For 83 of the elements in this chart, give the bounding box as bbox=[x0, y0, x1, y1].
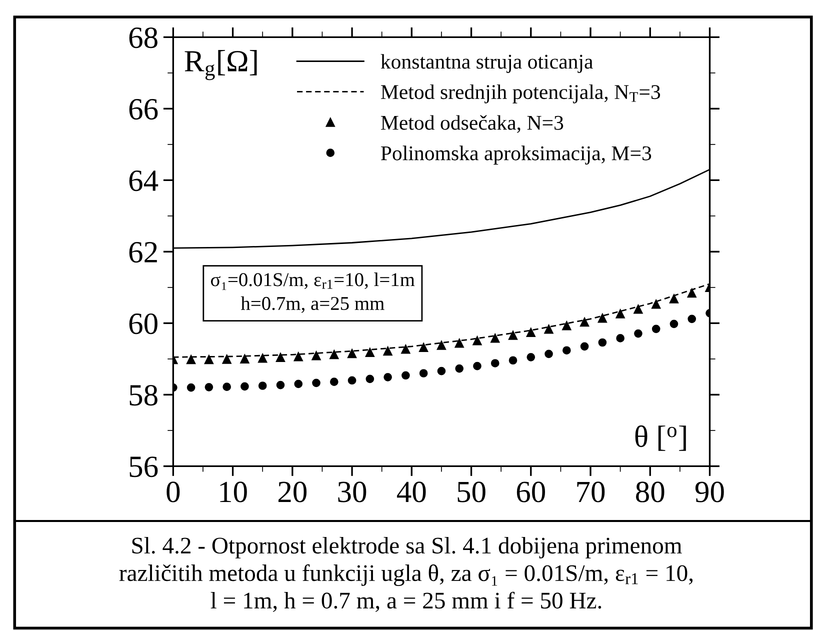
y-tick-label: 56 bbox=[130, 456, 158, 478]
point bbox=[670, 320, 678, 328]
x-axis-title: θ [$^{o}$] bbox=[635, 425, 686, 451]
point bbox=[401, 344, 410, 354]
point bbox=[508, 356, 518, 365]
point bbox=[598, 338, 607, 347]
legend-label: konstantna struja oticanja bbox=[380, 54, 593, 73]
x-tick-label: 50 bbox=[458, 482, 486, 502]
point bbox=[348, 376, 356, 385]
point bbox=[580, 318, 590, 327]
point bbox=[240, 354, 250, 364]
point bbox=[276, 353, 285, 362]
point bbox=[419, 369, 428, 378]
y-tick-label: 58 bbox=[130, 384, 158, 406]
point bbox=[669, 294, 678, 304]
annotation: σ₁=0.01S/m, ε$_{r1}$=10, l=1m h=0.7m, a=25 mm bbox=[210, 272, 415, 313]
point bbox=[294, 380, 303, 388]
y-tick-label: 66 bbox=[129, 99, 158, 120]
x-tick-label: 40 bbox=[396, 482, 426, 502]
x-tick-label: 30 bbox=[338, 482, 366, 502]
point bbox=[616, 309, 625, 318]
point bbox=[544, 350, 553, 358]
point bbox=[580, 342, 589, 351]
legend-label: Metod srednjih potencijala, N$_{T}$=3 bbox=[380, 84, 660, 104]
point bbox=[348, 349, 357, 358]
legend-label: Polinomska aproksimacija, M=3 bbox=[380, 146, 652, 165]
point bbox=[294, 352, 303, 362]
point bbox=[562, 346, 571, 355]
point bbox=[186, 355, 196, 364]
point bbox=[544, 324, 554, 334]
point bbox=[330, 378, 338, 386]
point bbox=[634, 304, 643, 314]
point bbox=[186, 383, 196, 392]
legend-label: Metod odsečaka, N=3 bbox=[380, 115, 564, 133]
point bbox=[437, 366, 446, 376]
point bbox=[436, 340, 446, 350]
point bbox=[455, 364, 464, 373]
point bbox=[383, 346, 392, 356]
point bbox=[472, 336, 482, 346]
point bbox=[258, 354, 268, 363]
x-tick-label: 20 bbox=[278, 482, 307, 502]
point bbox=[526, 352, 536, 362]
point bbox=[526, 328, 536, 337]
x-tick-label: 80 bbox=[636, 482, 664, 502]
point bbox=[490, 334, 500, 343]
x-tick-label: 60 bbox=[516, 482, 545, 502]
point bbox=[687, 288, 696, 298]
point bbox=[562, 321, 572, 330]
point bbox=[616, 334, 624, 342]
point bbox=[312, 378, 320, 388]
point bbox=[330, 350, 339, 360]
point bbox=[652, 300, 661, 309]
y-tick-label: 62 bbox=[129, 242, 157, 263]
x-tick-label: 70 bbox=[577, 482, 605, 502]
point bbox=[365, 348, 374, 358]
point bbox=[454, 338, 464, 348]
y-tick-label: 64 bbox=[129, 170, 158, 192]
point bbox=[240, 382, 249, 391]
point bbox=[222, 382, 231, 391]
y-tick-label: 60 bbox=[129, 313, 158, 334]
point bbox=[204, 355, 214, 364]
x-tick-label: 10 bbox=[220, 482, 247, 502]
x-tick-label: 0 bbox=[166, 482, 180, 502]
x-tick-label: 90 bbox=[695, 482, 724, 502]
point bbox=[598, 314, 607, 323]
point bbox=[312, 351, 321, 360]
y-tick-label: 68 bbox=[129, 27, 158, 48]
point bbox=[384, 373, 392, 382]
point bbox=[634, 329, 642, 338]
text: Sl. 4.2 - Otpornost elektrode sa Sl. 4.1 dobijena primenom različitih metoda u funkciji ugla θ, za σ₁ = 0.01S/m, ε$_{r1}$ = 10, l = 1m, h = 0.7 m, a = 25 mm i f = 50 Hz. bbox=[119, 537, 693, 612]
point bbox=[688, 314, 696, 324]
point bbox=[222, 354, 232, 364]
point bbox=[258, 382, 267, 390]
point bbox=[473, 362, 482, 370]
point bbox=[490, 359, 500, 368]
point bbox=[204, 383, 214, 392]
point bbox=[419, 342, 428, 352]
point bbox=[508, 330, 518, 340]
y-axis-title: R$_{g}$[Ω] bbox=[184, 50, 257, 80]
point bbox=[402, 371, 410, 380]
point bbox=[276, 380, 285, 390]
point bbox=[652, 324, 660, 334]
point bbox=[366, 374, 374, 384]
